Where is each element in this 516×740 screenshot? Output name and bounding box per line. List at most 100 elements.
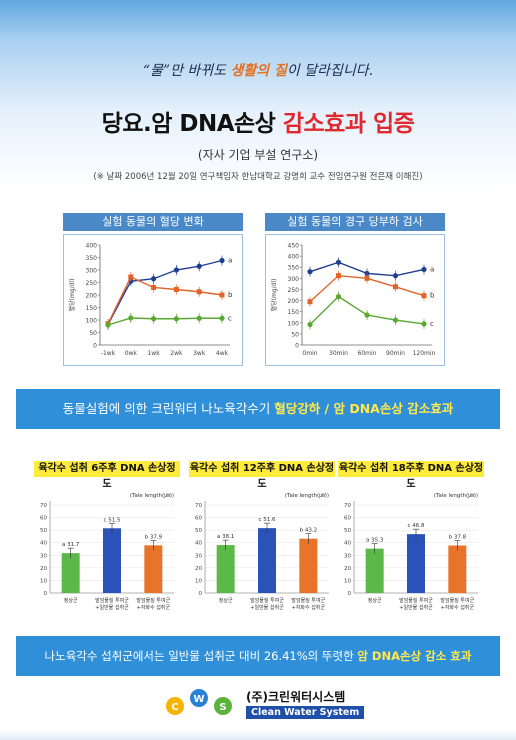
category-label: 발암물질 투여군 [136, 597, 170, 604]
x-tick-label: 4wk [216, 350, 229, 357]
subtitle: (자사 기업 부설 연구소) [197, 148, 319, 162]
y-tick-label: 450 [288, 243, 300, 250]
y-tick-label: 0 [199, 591, 203, 597]
category-label: 발암물질 투여군 [95, 597, 129, 604]
y-tick-label: 50 [291, 331, 299, 338]
data-point-c [173, 316, 179, 322]
data-label: a 38.1 [217, 534, 234, 540]
data-point-c [128, 315, 134, 321]
data-point-b [364, 275, 370, 281]
data-point-a [335, 259, 342, 265]
series-label-b: b [430, 292, 435, 300]
banner-highlight: 혈당강하 / 암 DNA손상 감소효과 [274, 401, 454, 416]
y-tick-label: 150 [86, 305, 98, 312]
bar [299, 538, 318, 593]
data-point-c [219, 315, 225, 321]
data-point-c [307, 321, 313, 328]
x-tick-label: 1wk [147, 350, 160, 357]
bar [448, 545, 467, 593]
series-label-c: c [430, 320, 434, 328]
data-point-a [421, 266, 427, 273]
dna-damage-18wk-chart: 육각수 섭취 18주후 DNA 손상정도 (Tale length(㎛)) 0 10… [338, 461, 484, 621]
slogan: “물”만 바뀌도 생활의 질이 달라집니다. [0, 60, 516, 80]
data-point-c [364, 312, 370, 318]
series-line-c [107, 317, 222, 326]
slogan-text: “물”만 바뀌도 [142, 63, 231, 79]
data-point-c [151, 316, 157, 322]
cws-logo-mark: C W S [166, 689, 232, 715]
x-tick-label: -1wk [101, 350, 116, 357]
y-tick-label: 0 [348, 591, 352, 597]
x-tick-label: 3wk [193, 350, 206, 357]
category-label: +일반물 섭취군 [95, 604, 129, 611]
bar [258, 528, 276, 593]
y-tick-label: 400 [288, 254, 300, 261]
banner-animal-test: 동물실험에 의한 크린워터 나노육각수기 혈당강하 / 암 DNA손상 감소효과 [16, 389, 500, 429]
slogan-text-end: 이 달라집니다. [286, 63, 374, 79]
company-name-english: Clean Water System [246, 706, 365, 719]
glucose-tolerance-chart: 실험 동물의 경구 당부하 검사 0 50 100 150 200 250 300 350 40… [265, 213, 445, 366]
data-point-b [128, 274, 134, 280]
category-label: +자화수 섭취군 [441, 604, 475, 611]
banner-conclusion: 나노육각수 섭취군에서는 일반물 섭취군 대비 26.41%의 뚜렷한 암 DN… [16, 636, 500, 676]
y-tick-label: 40 [344, 541, 351, 547]
data-label: a 31.7 [62, 542, 80, 548]
category-label: +일반물 섭취군 [399, 604, 433, 611]
blood-glucose-chart: 실험 동물의 혈당 변화 0 50 100 150 200 250 300 350 400 -1w… [63, 213, 243, 366]
y-tick-label: 20 [40, 566, 47, 572]
x-tick-label: 2wk [170, 350, 183, 357]
bar [365, 548, 384, 593]
chart-title: 육각수 섭취 12주후 DNA 손상정도 [189, 461, 335, 490]
data-label: a 35.3 [366, 538, 384, 544]
x-tick-label: 0wk [125, 350, 138, 357]
y-tick-label: 0 [44, 591, 48, 597]
company-name-korean: (주)크린워터시스템 [246, 690, 346, 704]
data-label: b 37.9 [145, 534, 163, 540]
chart-title: 실험 동물의 혈당 변화 [63, 213, 243, 231]
category-label: 발암물질 투여군 [440, 597, 474, 604]
category-label: +일반물 섭취군 [250, 604, 284, 611]
data-point-c [196, 315, 202, 321]
chart-frame: 0 50 100 150 200 250 300 350 400 -1wk 0wk 1wk 2wk 3wk… [63, 234, 243, 366]
y-tick-label: 250 [288, 287, 300, 294]
series-label-b: b [228, 291, 233, 299]
series-line-a [107, 259, 223, 325]
bar-chart-svg: (Tale length(㎛)) 0 10 20 30 40 50 60 70 a 35.3 정상군… [344, 493, 478, 611]
y-tick-label: 10 [40, 578, 47, 584]
data-point-b [219, 292, 225, 298]
data-label: b 43.2 [300, 528, 318, 534]
x-tick-label: 90min [386, 350, 405, 357]
y-tick-label: 50 [40, 528, 47, 534]
y-axis-label: 혈당(mg/dl) [270, 279, 278, 312]
y-tick-label: 60 [40, 516, 47, 522]
banner-highlight: 암 DNA손상 감소 효과 [357, 649, 472, 663]
data-label: c 51.5 [103, 517, 121, 523]
bar-chart-svg: (Tale length(㎛)) 0 10 20 30 40 50 60 70 a 38.1 정상군… [195, 493, 329, 611]
y-tick-label: 100 [288, 320, 300, 327]
data-point-b [173, 287, 179, 292]
x-tick-label: 60min [358, 350, 377, 357]
y-tick-label: 300 [86, 268, 98, 275]
y-tick-label: 70 [40, 503, 47, 509]
y-tick-label: 100 [86, 318, 98, 325]
data-label: c 46.8 [407, 523, 425, 529]
bar [407, 534, 425, 593]
y-tick-label: 50 [195, 528, 202, 534]
data-point-a [392, 273, 399, 279]
y-tick-label: 300 [288, 276, 300, 283]
data-point-c [105, 322, 111, 328]
series-label-a: a [228, 257, 232, 265]
data-point-b [196, 289, 202, 295]
data-point-c [421, 321, 427, 327]
unit-label: (Tale length(㎛)) [285, 493, 329, 499]
headline-black: 당요.암 DNA손상 [101, 111, 283, 137]
category-label: 발암물질 투여군 [291, 597, 325, 604]
data-label: c 51.6 [258, 517, 276, 523]
y-tick-label: 20 [344, 566, 351, 572]
unit-label: (Tale length(㎛)) [434, 493, 478, 499]
data-point-c [392, 317, 399, 323]
data-label: b 37.8 [449, 534, 467, 540]
slogan-highlight: 생활의 질 [230, 63, 287, 79]
y-tick-label: 20 [195, 566, 202, 572]
bar [103, 528, 121, 593]
